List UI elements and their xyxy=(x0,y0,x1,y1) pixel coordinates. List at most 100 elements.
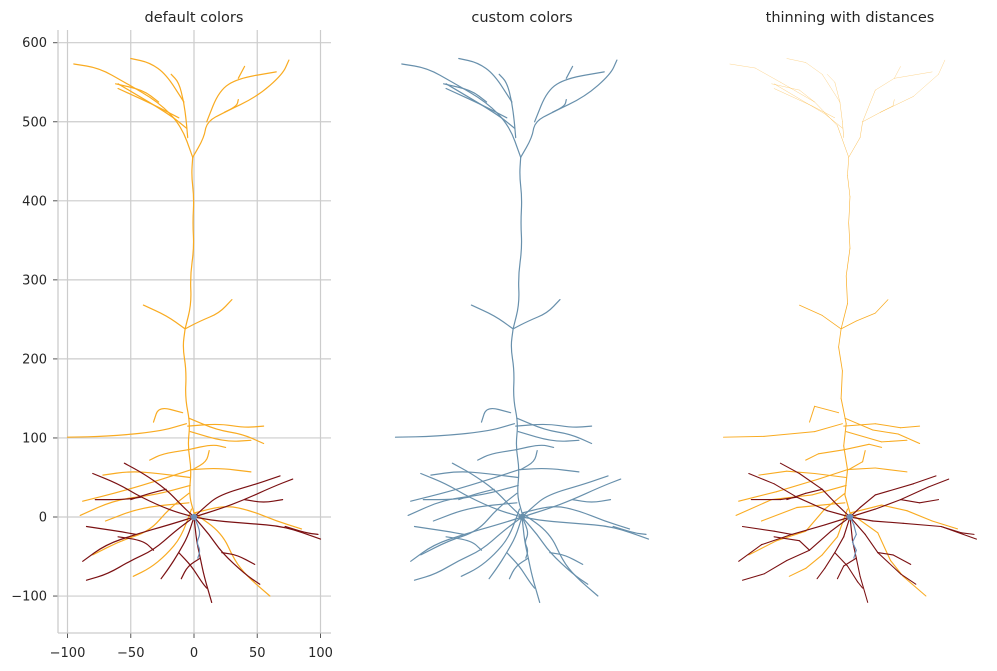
x-tick-label: −50 xyxy=(117,646,144,661)
apical-branch xyxy=(498,73,517,139)
apical-segment xyxy=(848,137,861,158)
neuron-morphology-custom xyxy=(394,57,650,603)
apical-segment xyxy=(872,429,899,435)
apical-segment xyxy=(814,405,840,414)
basal-branch xyxy=(506,552,536,589)
apical-segment xyxy=(814,101,838,126)
apical-branch xyxy=(132,508,193,577)
apical-branch xyxy=(187,444,227,451)
apical-segment xyxy=(773,88,813,107)
y-tick-label: −100 xyxy=(11,590,47,605)
x-tick-label: −100 xyxy=(50,646,86,661)
basal-segment xyxy=(798,540,811,551)
basal-segment xyxy=(857,581,864,589)
axon-segment xyxy=(853,524,857,535)
apical-segment xyxy=(874,423,902,429)
apical-segment xyxy=(776,530,807,542)
apical-segment xyxy=(771,83,800,91)
apical-segment xyxy=(786,58,806,63)
apical-branch xyxy=(142,304,186,330)
apical-branch xyxy=(518,467,580,473)
basal-branch xyxy=(244,499,284,503)
apical-branch xyxy=(182,328,195,514)
basal-branch xyxy=(85,516,195,581)
basal-segment xyxy=(849,508,876,518)
basal-segment xyxy=(798,472,823,490)
apical-segment xyxy=(862,112,881,122)
apical-branch xyxy=(184,299,233,330)
apical-segment xyxy=(805,554,823,569)
basal-segment xyxy=(773,536,800,542)
apical-segment xyxy=(859,121,863,138)
apical-segment xyxy=(824,492,846,510)
neuron-morphology-default xyxy=(66,57,322,603)
basal-branch xyxy=(612,525,647,535)
apical-segment xyxy=(729,63,756,69)
apical-segment xyxy=(805,62,823,75)
apical-branch xyxy=(237,65,246,79)
basal-segment xyxy=(796,496,828,512)
apical-segment xyxy=(799,89,815,103)
apical-segment xyxy=(771,494,813,501)
basal-segment xyxy=(859,575,869,603)
apical-segment xyxy=(846,467,876,471)
apical-branch xyxy=(470,304,514,330)
title-thinning-with-distances: thinning with distances xyxy=(766,10,935,26)
apical-branch xyxy=(520,450,538,471)
apical-branch xyxy=(521,506,631,530)
basal-segment xyxy=(760,533,793,546)
axon-branch xyxy=(521,516,529,559)
basal-segment xyxy=(741,525,775,532)
basal-segment xyxy=(843,516,851,538)
apical-segment xyxy=(842,121,844,138)
basal-segment xyxy=(919,499,940,504)
basal-segment xyxy=(786,549,811,562)
y-tick-label: 0 xyxy=(39,511,47,526)
basal-branch xyxy=(193,475,281,518)
apical-segment xyxy=(847,175,851,198)
apical-segment xyxy=(838,328,842,348)
apical-segment xyxy=(848,461,864,471)
apical-segment xyxy=(874,467,908,473)
basal-segment xyxy=(927,478,950,488)
basal-branch xyxy=(180,557,201,580)
apical-segment xyxy=(906,510,933,522)
y-tick-label: 100 xyxy=(22,431,47,446)
y-tick-label: 400 xyxy=(22,194,47,209)
basal-segment xyxy=(877,552,902,575)
basal-segment xyxy=(830,516,851,532)
basal-segment xyxy=(849,516,866,535)
basal-segment xyxy=(900,499,921,504)
soma xyxy=(190,513,198,521)
apical-branch xyxy=(477,449,517,461)
apical-segment xyxy=(847,157,849,176)
apical-branch xyxy=(458,57,513,103)
apical-branch xyxy=(170,73,189,139)
basal-segment xyxy=(900,486,929,501)
apical-branch xyxy=(401,63,522,158)
basal-segment xyxy=(874,499,902,510)
basal-segment xyxy=(826,510,851,518)
basal-branch xyxy=(521,516,650,540)
apical-segment xyxy=(913,74,939,97)
apical-segment xyxy=(897,433,921,445)
basal-segment xyxy=(877,552,894,556)
apical-branch xyxy=(521,512,599,597)
basal-branch xyxy=(92,472,195,518)
axon-segment xyxy=(851,541,857,551)
apical-segment xyxy=(938,59,946,75)
apical-branch xyxy=(184,156,195,330)
basal-segment xyxy=(849,516,854,542)
basal-branch xyxy=(221,552,256,565)
apical-branch xyxy=(515,444,555,451)
apical-segment xyxy=(758,470,788,476)
apical-segment xyxy=(827,74,835,83)
apical-branch xyxy=(115,83,160,103)
basal-segment xyxy=(834,536,845,554)
apical-segment xyxy=(776,478,819,493)
basal-segment xyxy=(864,533,879,554)
basal-branch xyxy=(572,499,612,503)
apical-segment xyxy=(735,499,773,516)
y-tick-label: 200 xyxy=(22,352,47,367)
apical-branch xyxy=(188,417,265,445)
